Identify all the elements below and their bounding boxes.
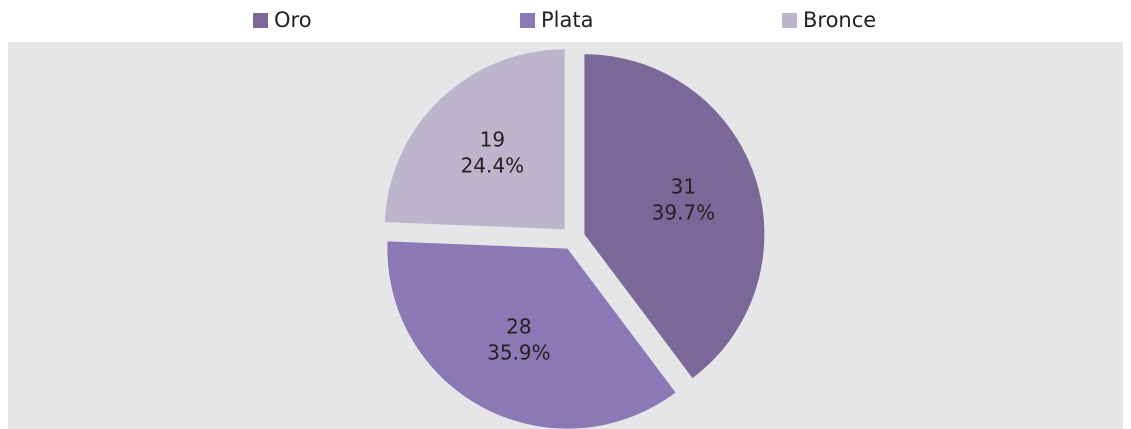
legend-swatch [253,13,268,28]
legend-swatch [520,13,535,28]
slice-value-label: 31 [671,175,696,199]
slice-percent-label: 39.7% [652,201,716,225]
slice-value-label: 28 [506,315,531,339]
pie-slice [384,49,565,230]
legend-text: Plata [541,8,593,32]
legend-text: Oro [274,8,312,32]
slice-value-label: 19 [480,128,505,152]
slice-percent-label: 35.9% [487,341,551,365]
pie-slice [584,54,765,379]
legend-text: Bronce [803,8,876,32]
slice-percent-label: 24.4% [461,154,525,178]
legend-swatch [782,13,797,28]
pie-slice [387,241,676,429]
